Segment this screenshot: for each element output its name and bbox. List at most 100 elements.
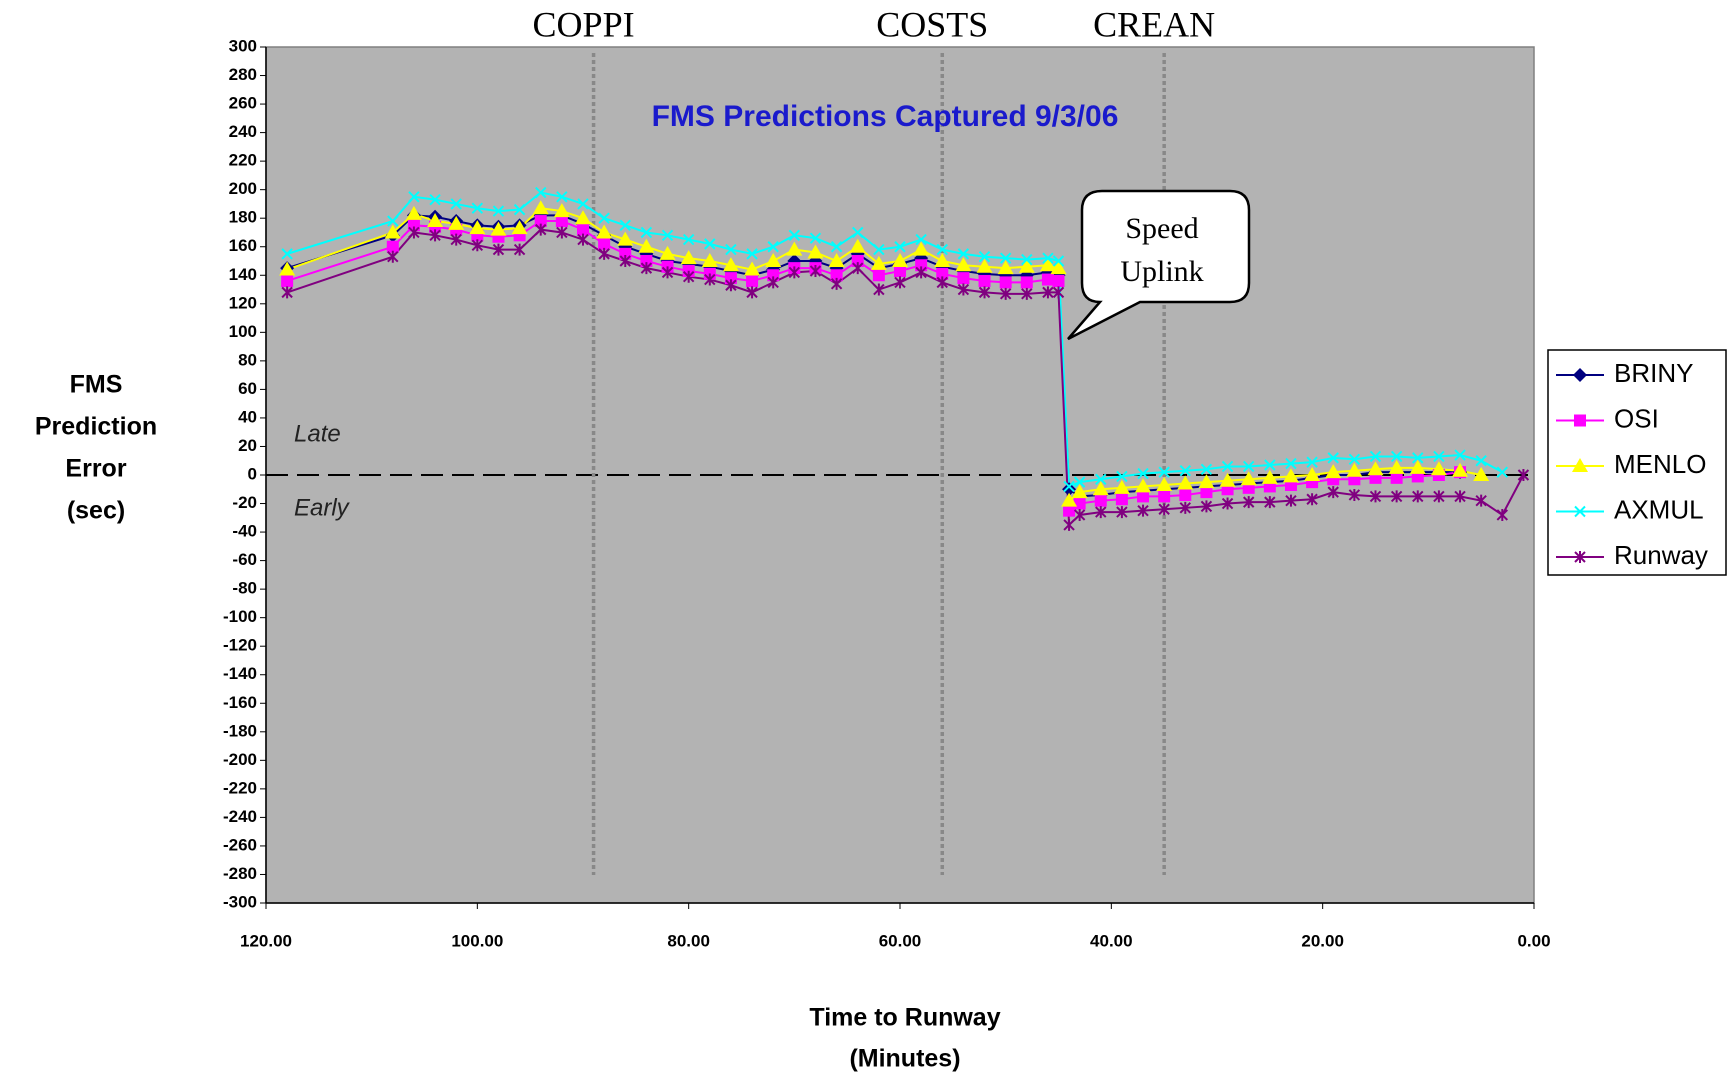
- point: [1062, 482, 1077, 497]
- point: [577, 233, 589, 246]
- x-axis-label: (Minutes): [849, 1045, 960, 1073]
- point: [556, 226, 568, 239]
- point: [807, 244, 824, 259]
- x-axis-label: Time to Runway: [809, 1004, 1000, 1032]
- point: [469, 220, 486, 235]
- point: [1095, 473, 1107, 485]
- point: [722, 257, 739, 272]
- point: [617, 231, 634, 246]
- point: [1261, 469, 1278, 484]
- point: [448, 215, 465, 230]
- point: [873, 243, 885, 256]
- point: [1242, 496, 1255, 509]
- point: [1073, 476, 1086, 488]
- point: [405, 205, 422, 220]
- point: [1348, 488, 1361, 501]
- point: [1052, 255, 1065, 267]
- point: [1346, 462, 1363, 477]
- point: [1327, 486, 1339, 499]
- y-tick-label: -160: [223, 693, 257, 712]
- point: [1412, 452, 1424, 464]
- point: [892, 253, 908, 267]
- point: [765, 253, 782, 267]
- y-tick-label: -20: [232, 493, 257, 512]
- point: [978, 251, 991, 263]
- point: [1050, 260, 1067, 275]
- y-tick-label: 300: [229, 36, 257, 55]
- point: [1473, 467, 1490, 481]
- y-tick-label: 220: [229, 151, 257, 170]
- point: [999, 252, 1012, 264]
- legend-marker: [1574, 505, 1586, 518]
- point: [556, 191, 568, 203]
- point: [1156, 476, 1173, 491]
- y-tick-label: -240: [223, 807, 257, 826]
- point: [1063, 518, 1075, 531]
- y-tick-label: 20: [238, 436, 257, 455]
- y-tick-label: 140: [229, 265, 257, 284]
- point: [1517, 469, 1530, 481]
- point: [1179, 488, 1192, 501]
- point: [936, 243, 948, 256]
- y-tick-label: 120: [229, 293, 257, 312]
- point: [767, 241, 779, 253]
- point: [1052, 274, 1065, 287]
- point: [830, 269, 843, 282]
- point: [957, 272, 970, 285]
- point: [1018, 258, 1035, 273]
- point: [873, 283, 885, 296]
- point: [387, 215, 399, 227]
- point: [661, 266, 674, 279]
- point: [1200, 486, 1213, 499]
- x-tick-label: 60.00: [879, 931, 922, 950]
- point: [1390, 450, 1403, 463]
- point: [534, 215, 547, 228]
- point: [915, 233, 927, 246]
- legend-label: OSI: [1614, 403, 1659, 433]
- point: [849, 238, 866, 253]
- point: [1179, 501, 1192, 514]
- point: [1388, 459, 1405, 474]
- point: [999, 287, 1012, 300]
- y-tick-label: -120: [223, 636, 257, 655]
- point: [1221, 460, 1234, 473]
- legend-marker: [1573, 368, 1587, 382]
- point: [704, 238, 716, 250]
- point: [1285, 494, 1297, 507]
- point: [1177, 475, 1194, 490]
- point: [575, 210, 591, 225]
- legend-label: Runway: [1614, 540, 1708, 570]
- legend-label: BRINY: [1614, 358, 1693, 388]
- point: [870, 255, 887, 270]
- y-tick-label: 260: [229, 94, 257, 113]
- late-label: Late: [294, 420, 341, 447]
- y-tick-label: -300: [223, 892, 257, 911]
- point: [894, 276, 906, 289]
- point: [1158, 466, 1170, 478]
- point: [450, 233, 462, 246]
- point: [1367, 461, 1384, 476]
- point: [1158, 503, 1170, 516]
- point: [598, 212, 610, 224]
- point: [788, 229, 801, 242]
- point: [427, 213, 444, 228]
- point: [1327, 452, 1339, 464]
- point: [1200, 500, 1213, 513]
- point: [786, 241, 803, 256]
- y-tick-label: 280: [229, 65, 257, 84]
- point: [1475, 455, 1487, 467]
- y-tick-label: -280: [223, 864, 257, 883]
- y-tick-label: -260: [223, 835, 257, 854]
- point: [596, 224, 613, 239]
- point: [386, 240, 399, 253]
- point: [492, 243, 505, 256]
- point: [511, 220, 528, 235]
- point: [1073, 497, 1086, 510]
- y-tick-label: -100: [223, 607, 257, 626]
- point: [1475, 494, 1487, 507]
- y-tick-label: -200: [223, 750, 257, 769]
- early-label: Early: [294, 494, 351, 521]
- point: [1061, 492, 1078, 507]
- legend-marker: [1574, 551, 1586, 563]
- point: [1221, 497, 1234, 510]
